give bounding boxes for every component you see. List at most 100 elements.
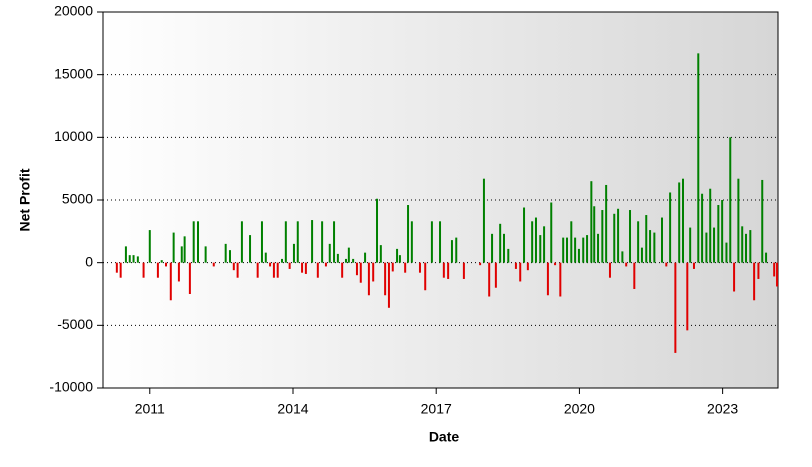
- bar: [717, 205, 720, 263]
- bar: [523, 207, 526, 263]
- bar: [276, 262, 279, 278]
- bar: [341, 262, 344, 278]
- x-axis-label: Date: [429, 429, 460, 445]
- bar: [439, 221, 442, 263]
- bar: [562, 237, 565, 263]
- bar: [284, 221, 287, 263]
- bar: [686, 262, 689, 331]
- bar: [240, 221, 243, 263]
- bar: [488, 262, 491, 297]
- bar: [462, 262, 465, 279]
- bar: [682, 178, 685, 263]
- bar: [749, 230, 752, 263]
- bar: [554, 262, 557, 266]
- bar: [301, 262, 304, 273]
- bar: [384, 262, 387, 296]
- bar: [447, 262, 450, 279]
- bar: [701, 193, 704, 263]
- bar: [482, 178, 485, 263]
- bar: [367, 262, 370, 296]
- bar: [364, 252, 367, 263]
- bar: [660, 217, 663, 263]
- x-tick-label: 2014: [277, 401, 308, 417]
- bar: [398, 255, 401, 263]
- bar: [617, 208, 620, 263]
- bar: [119, 262, 122, 278]
- bar: [776, 262, 779, 287]
- bar: [430, 221, 433, 263]
- bar: [256, 262, 259, 278]
- bar: [729, 137, 732, 263]
- bar: [328, 243, 331, 263]
- bar: [582, 237, 585, 263]
- x-tick-label: 2020: [564, 401, 595, 417]
- bar: [625, 262, 628, 267]
- bar: [264, 252, 267, 263]
- bar: [387, 262, 390, 308]
- bar: [288, 262, 291, 269]
- bar: [534, 217, 537, 263]
- bar: [292, 243, 295, 263]
- bar: [550, 202, 553, 263]
- bar: [228, 250, 231, 263]
- y-axis-label: Net Profit: [17, 168, 33, 231]
- bar: [479, 262, 482, 266]
- bar: [649, 230, 652, 263]
- bar: [165, 262, 168, 267]
- bar: [404, 262, 407, 273]
- bar: [115, 262, 118, 273]
- bar: [156, 262, 159, 278]
- bar: [304, 262, 307, 274]
- bar: [526, 262, 529, 271]
- x-tick-label: 2011: [135, 401, 165, 417]
- bar: [725, 242, 728, 263]
- bar: [705, 232, 708, 263]
- bar: [396, 248, 399, 263]
- bar: [272, 262, 275, 278]
- plot-area: [102, 11, 779, 389]
- bar: [543, 226, 546, 263]
- bar: [128, 255, 131, 263]
- bar: [236, 262, 239, 278]
- bar: [321, 221, 324, 263]
- bar: [605, 184, 608, 263]
- bar: [269, 262, 272, 267]
- bar: [296, 221, 299, 263]
- y-tick-label: 15000: [54, 65, 93, 81]
- bar: [260, 221, 263, 263]
- bar: [148, 230, 151, 263]
- bar: [645, 215, 648, 263]
- y-tick-label: -5000: [57, 316, 93, 332]
- bar: [531, 221, 534, 263]
- y-tick-label: 0: [85, 253, 93, 269]
- bar: [773, 262, 776, 277]
- bar: [753, 262, 756, 301]
- bar: [745, 233, 748, 263]
- bar: [136, 256, 139, 263]
- y-tick-label: 10000: [54, 128, 93, 144]
- bar: [232, 262, 235, 271]
- bar: [559, 262, 562, 297]
- bar: [737, 178, 740, 263]
- bar: [249, 235, 252, 263]
- bar: [450, 240, 453, 263]
- bar: [132, 255, 135, 263]
- bar: [669, 192, 672, 263]
- bar: [586, 235, 589, 263]
- bar: [633, 262, 636, 289]
- bar: [347, 247, 350, 263]
- bar: [183, 236, 186, 263]
- bar: [333, 221, 336, 263]
- bar: [640, 247, 643, 263]
- bar: [514, 262, 517, 269]
- bar: [709, 188, 712, 263]
- y-tick-label: 20000: [54, 3, 93, 19]
- bar: [410, 221, 413, 263]
- bar: [601, 210, 604, 263]
- bar: [188, 262, 191, 294]
- bar: [519, 262, 522, 282]
- bar: [281, 258, 284, 263]
- bar: [629, 210, 632, 263]
- bar: [570, 221, 573, 263]
- bar: [757, 262, 760, 279]
